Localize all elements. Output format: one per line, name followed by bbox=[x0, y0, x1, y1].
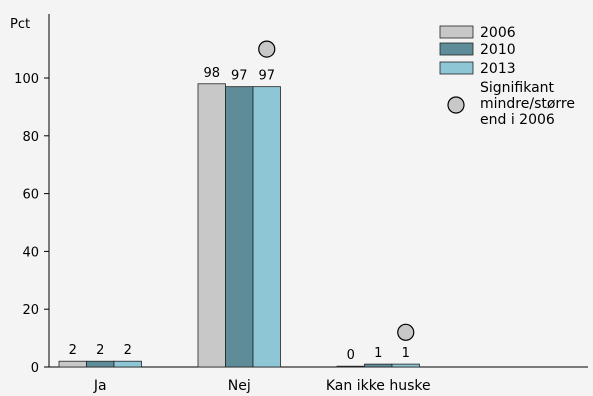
y-tick-label: 40 bbox=[22, 245, 39, 260]
data-label: 1 bbox=[374, 346, 382, 361]
legend-significance-label: mindre/større bbox=[480, 96, 575, 112]
data-label: 2 bbox=[69, 343, 77, 358]
data-label: 0 bbox=[347, 348, 355, 363]
legend-significance-label: end i 2006 bbox=[480, 112, 555, 128]
bar bbox=[391, 363, 420, 368]
x-tick-label: Ja bbox=[93, 378, 107, 394]
x-tick-label: Kan ikke huske bbox=[326, 378, 431, 394]
data-label: 97 bbox=[231, 69, 248, 84]
legend-swatch bbox=[439, 61, 474, 75]
bars: 2 2 2 Ja 98 97 97 Nej 0 1 1 Kan ikke huske bbox=[58, 66, 431, 394]
bar bbox=[58, 360, 87, 368]
bar bbox=[336, 365, 365, 368]
y-axis-title: Pct bbox=[10, 17, 30, 32]
data-label: 1 bbox=[402, 346, 410, 361]
data-label: 2 bbox=[124, 343, 132, 358]
y-tick-label: 100 bbox=[14, 72, 39, 87]
legend-swatch bbox=[439, 25, 474, 39]
x-tick-label: Nej bbox=[228, 378, 251, 394]
y-tick-label: 80 bbox=[22, 130, 39, 145]
y-tick-label: 60 bbox=[22, 188, 39, 203]
legend-marker bbox=[447, 96, 465, 114]
bar bbox=[86, 360, 115, 368]
significance-marker bbox=[258, 40, 276, 58]
bar bbox=[252, 86, 281, 368]
bar bbox=[113, 360, 142, 368]
bar bbox=[364, 363, 393, 368]
data-label: 2 bbox=[96, 343, 104, 358]
y-tick-label: 20 bbox=[22, 303, 39, 318]
data-label: 98 bbox=[203, 66, 220, 81]
data-label: 97 bbox=[258, 69, 275, 84]
legend-label: 2006 bbox=[480, 25, 516, 41]
significance-markers bbox=[258, 40, 415, 341]
bar bbox=[197, 83, 226, 368]
legend-label: 2010 bbox=[480, 42, 516, 58]
legend-label: 2013 bbox=[480, 61, 516, 77]
legend-swatch bbox=[439, 42, 474, 56]
y-tick-label: 0 bbox=[31, 361, 39, 376]
bar bbox=[225, 86, 254, 368]
legend-significance-label: Signifikant bbox=[480, 80, 555, 96]
significance-marker bbox=[397, 323, 415, 341]
